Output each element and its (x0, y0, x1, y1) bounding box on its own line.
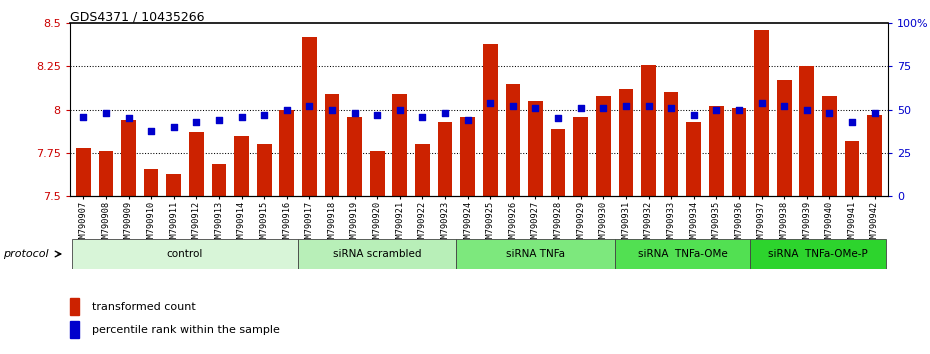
Bar (234, 136, 249, 196)
Point (460, 117, 475, 123)
Text: siRNA scrambled: siRNA scrambled (333, 249, 421, 259)
Bar (144, 169, 158, 196)
Point (618, 103, 633, 109)
Bar (166, 174, 181, 196)
Text: control: control (166, 249, 204, 259)
Bar (76, 148, 90, 196)
Point (166, 124, 181, 130)
Bar (754, 30, 769, 196)
Bar (415, 144, 430, 196)
Point (709, 107, 724, 113)
Text: siRNA TNFa: siRNA TNFa (506, 249, 565, 259)
Bar (457, 239, 615, 269)
Point (822, 110, 837, 116)
Text: siRNA  TNFa-OMe-P: siRNA TNFa-OMe-P (768, 249, 868, 259)
Bar (189, 132, 204, 196)
Point (302, 103, 317, 109)
Bar (72, 239, 299, 269)
Bar (664, 92, 679, 196)
Bar (392, 94, 407, 196)
Bar (257, 144, 272, 196)
Bar (528, 101, 543, 196)
Point (121, 115, 136, 121)
Bar (751, 239, 886, 269)
Bar (641, 65, 656, 196)
Bar (70, 321, 79, 338)
Point (347, 110, 362, 116)
Bar (822, 96, 837, 196)
Point (189, 119, 204, 125)
Point (573, 105, 588, 111)
Point (483, 100, 498, 105)
Bar (615, 239, 751, 269)
Bar (844, 141, 859, 196)
Bar (732, 108, 746, 196)
Text: transformed count: transformed count (91, 302, 195, 312)
Point (99, 110, 113, 116)
Point (211, 117, 226, 123)
Point (551, 115, 565, 121)
Point (370, 112, 385, 118)
Text: GDS4371 / 10435266: GDS4371 / 10435266 (70, 11, 205, 24)
Point (257, 112, 272, 118)
Bar (868, 115, 882, 196)
Point (867, 110, 882, 116)
Point (686, 112, 701, 118)
Bar (325, 94, 339, 196)
Bar (709, 106, 724, 196)
Bar (573, 117, 588, 196)
Point (799, 107, 814, 113)
Bar (279, 110, 294, 196)
Point (777, 103, 791, 109)
Point (844, 119, 859, 125)
Text: siRNA  TNFa-OMe: siRNA TNFa-OMe (638, 249, 727, 259)
Bar (777, 80, 791, 196)
Bar (618, 89, 633, 196)
Point (144, 128, 159, 133)
Point (596, 105, 611, 111)
Bar (686, 122, 701, 196)
Text: percentile rank within the sample: percentile rank within the sample (91, 325, 279, 335)
Bar (370, 152, 385, 196)
Point (415, 114, 430, 120)
Point (325, 107, 339, 113)
Bar (800, 67, 814, 196)
Bar (302, 37, 317, 196)
Point (664, 105, 679, 111)
Point (641, 103, 656, 109)
Point (505, 103, 520, 109)
Point (438, 110, 453, 116)
Bar (551, 129, 565, 196)
Text: protocol: protocol (3, 249, 48, 259)
Bar (99, 152, 113, 196)
Bar (506, 84, 520, 196)
Point (279, 107, 294, 113)
Point (392, 107, 407, 113)
Bar (483, 44, 498, 196)
Bar (460, 117, 475, 196)
Point (528, 105, 543, 111)
Point (754, 100, 769, 105)
Bar (212, 164, 226, 196)
Bar (596, 96, 611, 196)
Bar (438, 122, 452, 196)
Point (234, 114, 249, 120)
Bar (121, 120, 136, 196)
Point (76, 114, 91, 120)
Bar (347, 117, 362, 196)
Point (732, 107, 747, 113)
Bar (70, 298, 79, 315)
Bar (299, 239, 457, 269)
